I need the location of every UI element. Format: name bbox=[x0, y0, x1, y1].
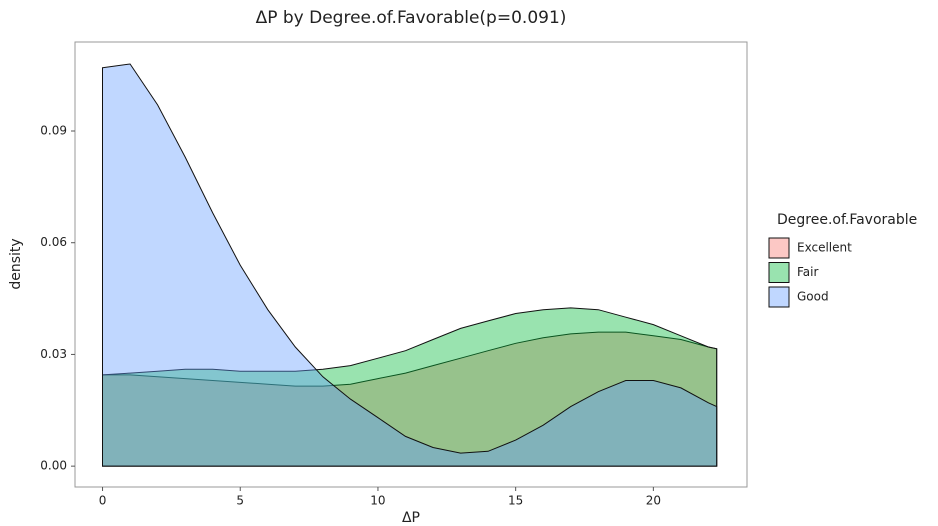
legend-title: Degree.of.Favorable bbox=[777, 212, 917, 228]
legend-label: Fair bbox=[797, 265, 818, 279]
density-area bbox=[102, 307, 718, 467]
legend-key bbox=[768, 262, 790, 283]
y-tick-label: 0.09 bbox=[40, 124, 67, 138]
density-area bbox=[102, 63, 718, 467]
x-axis-label: ΔP bbox=[402, 510, 420, 526]
x-tick-label: 15 bbox=[508, 494, 523, 508]
legend-label: Excellent bbox=[797, 241, 852, 255]
y-axis-label: density bbox=[8, 238, 24, 289]
legend-key bbox=[768, 286, 790, 308]
x-tick-label: 5 bbox=[236, 494, 244, 508]
x-tick-label: 10 bbox=[370, 494, 385, 508]
y-tick-label: 0.00 bbox=[40, 459, 67, 473]
x-tick-label: 0 bbox=[99, 494, 107, 508]
chart-title: ΔP by Degree.of.Favorable(p=0.091) bbox=[256, 8, 567, 28]
x-tick-label: 20 bbox=[646, 494, 661, 508]
y-tick-label: 0.03 bbox=[40, 347, 67, 361]
panel bbox=[74, 41, 748, 488]
density-area bbox=[102, 331, 718, 467]
y-tick-label: 0.06 bbox=[40, 235, 67, 249]
legend-key bbox=[768, 237, 790, 259]
legend-label: Good bbox=[797, 290, 829, 304]
